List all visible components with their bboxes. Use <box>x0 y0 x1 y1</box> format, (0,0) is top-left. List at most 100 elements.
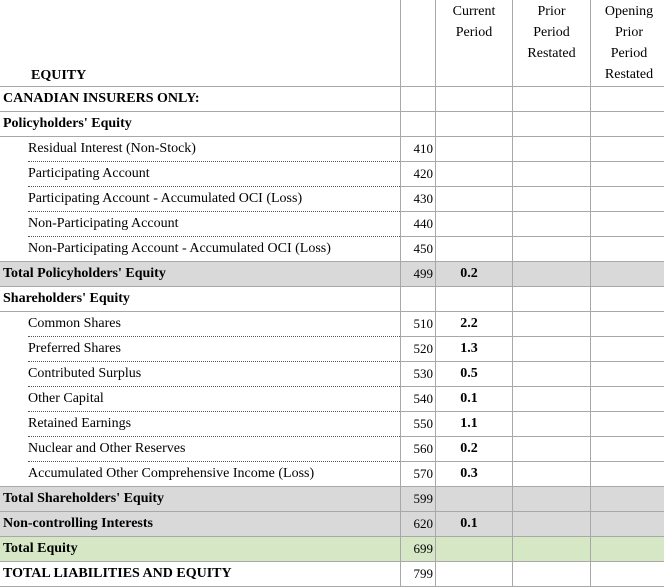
row-prior-value[interactable] <box>513 362 591 387</box>
row-prior-value[interactable] <box>513 212 591 237</box>
total-policyholders-label: Total Policyholders' Equity <box>0 266 166 281</box>
row-prior-value[interactable] <box>513 412 591 437</box>
total-shareholders-opening[interactable] <box>591 487 664 512</box>
row-code: 520 <box>401 337 436 362</box>
table-row: Non-Participating Account 440 <box>0 212 664 237</box>
row-label: Common Shares <box>28 316 121 331</box>
row-opening-value[interactable] <box>591 437 664 462</box>
noncontrolling-prior[interactable] <box>513 512 591 537</box>
canadian-row: CANADIAN INSURERS ONLY: <box>0 87 664 112</box>
total-shareholders-current[interactable] <box>436 487 513 512</box>
row-code: 560 <box>401 437 436 462</box>
table-row: Retained Earnings 550 1.1 <box>0 412 664 437</box>
total-policyholders-current[interactable]: 0.2 <box>436 262 513 287</box>
row-current-value[interactable] <box>436 212 513 237</box>
total-policyholders-opening[interactable] <box>591 262 664 287</box>
policyholders-prior-cell[interactable] <box>513 112 591 137</box>
row-opening-value[interactable] <box>591 212 664 237</box>
equity-heading: EQUITY <box>31 66 86 86</box>
row-current-value[interactable] <box>436 187 513 212</box>
header-current: Current Period <box>436 0 513 87</box>
total-shareholders-row: Total Shareholders' Equity 599 <box>0 487 664 512</box>
row-code: 440 <box>401 212 436 237</box>
header-opening: Opening Prior Period Restated <box>591 0 664 87</box>
header-current-text: Current Period <box>436 0 512 43</box>
header-opening-text: Opening Prior Period Restated <box>591 0 664 85</box>
total-shareholders-prior[interactable] <box>513 487 591 512</box>
row-opening-value[interactable] <box>591 362 664 387</box>
row-code: 410 <box>401 137 436 162</box>
table-row: Preferred Shares 520 1.3 <box>0 337 664 362</box>
noncontrolling-opening[interactable] <box>591 512 664 537</box>
row-prior-value[interactable] <box>513 312 591 337</box>
row-code: 430 <box>401 187 436 212</box>
total-policyholders-code: 499 <box>401 262 436 287</box>
policyholders-opening-cell[interactable] <box>591 112 664 137</box>
policyholders-current-cell[interactable] <box>436 112 513 137</box>
row-current-value[interactable] <box>436 237 513 262</box>
row-prior-value[interactable] <box>513 137 591 162</box>
row-current-value[interactable]: 1.1 <box>436 412 513 437</box>
header-row: EQUITY Current Period Prior Period Resta… <box>0 0 664 87</box>
row-label: Participating Account - Accumulated OCI … <box>28 191 302 206</box>
row-opening-value[interactable] <box>591 137 664 162</box>
total-equity-current[interactable] <box>436 537 513 562</box>
row-label: Nuclear and Other Reserves <box>28 441 185 456</box>
total-liabilities-current[interactable] <box>436 562 513 587</box>
row-code: 420 <box>401 162 436 187</box>
row-opening-value[interactable] <box>591 387 664 412</box>
row-current-value[interactable]: 2.2 <box>436 312 513 337</box>
header-prior-text: Prior Period Restated <box>513 0 590 64</box>
row-current-value[interactable] <box>436 137 513 162</box>
row-label: Non-Participating Account - Accumulated … <box>28 241 331 256</box>
row-current-value[interactable]: 0.2 <box>436 437 513 462</box>
shareholders-prior-cell[interactable] <box>513 287 591 312</box>
total-liabilities-prior[interactable] <box>513 562 591 587</box>
row-code: 510 <box>401 312 436 337</box>
row-prior-value[interactable] <box>513 462 591 487</box>
total-equity-prior[interactable] <box>513 537 591 562</box>
row-prior-value[interactable] <box>513 387 591 412</box>
row-prior-value[interactable] <box>513 337 591 362</box>
row-code: 450 <box>401 237 436 262</box>
table-row: Common Shares 510 2.2 <box>0 312 664 337</box>
row-opening-value[interactable] <box>591 162 664 187</box>
row-code: 570 <box>401 462 436 487</box>
total-policyholders-prior[interactable] <box>513 262 591 287</box>
total-equity-opening[interactable] <box>591 537 664 562</box>
total-liabilities-row: TOTAL LIABILITIES AND EQUITY 799 <box>0 562 664 587</box>
row-opening-value[interactable] <box>591 412 664 437</box>
row-prior-value[interactable] <box>513 187 591 212</box>
row-current-value[interactable] <box>436 162 513 187</box>
row-current-value[interactable]: 0.1 <box>436 387 513 412</box>
row-prior-value[interactable] <box>513 437 591 462</box>
header-blank-a <box>0 0 28 87</box>
canadian-current-cell[interactable] <box>436 87 513 112</box>
row-opening-value[interactable] <box>591 187 664 212</box>
shareholders-current-cell[interactable] <box>436 287 513 312</box>
canadian-prior-cell[interactable] <box>513 87 591 112</box>
shareholders-heading: Shareholders' Equity <box>0 291 130 306</box>
row-code: 540 <box>401 387 436 412</box>
shareholders-opening-cell[interactable] <box>591 287 664 312</box>
total-shareholders-label: Total Shareholders' Equity <box>0 491 164 506</box>
row-prior-value[interactable] <box>513 237 591 262</box>
policyholders-heading-row: Policyholders' Equity <box>0 112 664 137</box>
table-row: Non-Participating Account - Accumulated … <box>0 237 664 262</box>
total-equity-row: Total Equity 699 <box>0 537 664 562</box>
row-current-value[interactable]: 0.5 <box>436 362 513 387</box>
noncontrolling-code: 620 <box>401 512 436 537</box>
row-opening-value[interactable] <box>591 312 664 337</box>
table-row: Participating Account 420 <box>0 162 664 187</box>
total-liabilities-opening[interactable] <box>591 562 664 587</box>
row-current-value[interactable]: 0.3 <box>436 462 513 487</box>
row-prior-value[interactable] <box>513 162 591 187</box>
canadian-opening-cell[interactable] <box>591 87 664 112</box>
row-opening-value[interactable] <box>591 462 664 487</box>
row-current-value[interactable]: 1.3 <box>436 337 513 362</box>
row-opening-value[interactable] <box>591 337 664 362</box>
row-opening-value[interactable] <box>591 237 664 262</box>
table-row: Participating Account - Accumulated OCI … <box>0 187 664 212</box>
noncontrolling-current[interactable]: 0.1 <box>436 512 513 537</box>
